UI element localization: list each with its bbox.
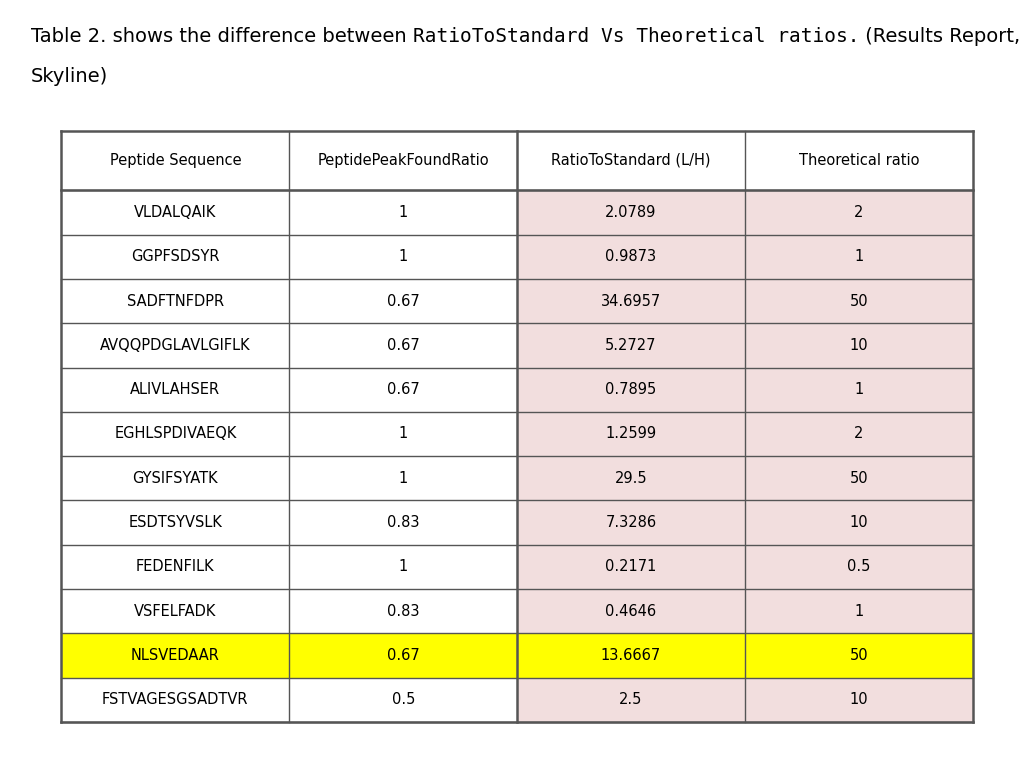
Text: Skyline): Skyline) — [31, 67, 108, 86]
Text: 29.5: 29.5 — [614, 471, 647, 486]
Text: 0.7895: 0.7895 — [605, 382, 656, 397]
Text: (Results Report, from: (Results Report, from — [859, 27, 1024, 46]
Text: VSFELFADK: VSFELFADK — [134, 604, 216, 619]
Text: 1.2599: 1.2599 — [605, 426, 656, 442]
Text: RatioToStandard (L/H): RatioToStandard (L/H) — [551, 153, 711, 168]
Text: 1: 1 — [854, 604, 863, 619]
Text: 0.5: 0.5 — [847, 559, 870, 574]
Text: GGPFSDSYR: GGPFSDSYR — [131, 250, 219, 264]
Text: 1: 1 — [398, 205, 408, 220]
Text: 2.0789: 2.0789 — [605, 205, 656, 220]
Text: 13.6667: 13.6667 — [601, 648, 662, 663]
Text: Table 2. shows the difference between: Table 2. shows the difference between — [31, 27, 413, 46]
Text: 10: 10 — [850, 692, 868, 707]
Text: 0.83: 0.83 — [387, 604, 420, 619]
Text: EGHLSPDIVAEQK: EGHLSPDIVAEQK — [114, 426, 237, 442]
Text: RatioToStandard Vs Theoretical ratios.: RatioToStandard Vs Theoretical ratios. — [413, 27, 859, 46]
Text: VLDALQAIK: VLDALQAIK — [134, 205, 216, 220]
Text: 0.67: 0.67 — [387, 648, 420, 663]
Text: Theoretical ratio: Theoretical ratio — [799, 153, 920, 168]
Text: 1: 1 — [854, 250, 863, 264]
Text: 0.2171: 0.2171 — [605, 559, 656, 574]
Text: 7.3286: 7.3286 — [605, 515, 656, 530]
Text: 2: 2 — [854, 426, 863, 442]
Text: 10: 10 — [850, 515, 868, 530]
Text: AVQQPDGLAVLGIFLK: AVQQPDGLAVLGIFLK — [100, 338, 251, 353]
Text: Peptide Sequence: Peptide Sequence — [110, 153, 242, 168]
Text: 10: 10 — [850, 338, 868, 353]
Text: FSTVAGESGSADTVR: FSTVAGESGSADTVR — [102, 692, 249, 707]
Text: 50: 50 — [850, 648, 868, 663]
Text: 2: 2 — [854, 205, 863, 220]
Text: PeptidePeakFoundRatio: PeptidePeakFoundRatio — [317, 153, 489, 168]
Text: FEDENFILK: FEDENFILK — [136, 559, 215, 574]
Text: 50: 50 — [850, 293, 868, 309]
Text: 2.5: 2.5 — [620, 692, 643, 707]
Text: 34.6957: 34.6957 — [601, 293, 662, 309]
Text: 0.83: 0.83 — [387, 515, 420, 530]
Text: ESDTSYVSLK: ESDTSYVSLK — [128, 515, 222, 530]
Text: 1: 1 — [398, 471, 408, 486]
Text: 0.4646: 0.4646 — [605, 604, 656, 619]
Text: 1: 1 — [398, 426, 408, 442]
Text: 0.67: 0.67 — [387, 382, 420, 397]
Text: 1: 1 — [398, 559, 408, 574]
Text: 50: 50 — [850, 471, 868, 486]
Text: 0.9873: 0.9873 — [605, 250, 656, 264]
Text: SADFTNFDPR: SADFTNFDPR — [127, 293, 224, 309]
Text: 0.67: 0.67 — [387, 293, 420, 309]
Text: 1: 1 — [398, 250, 408, 264]
Text: GYSIFSYATK: GYSIFSYATK — [132, 471, 218, 486]
Text: NLSVEDAAR: NLSVEDAAR — [131, 648, 220, 663]
Text: 1: 1 — [854, 382, 863, 397]
Text: 5.2727: 5.2727 — [605, 338, 656, 353]
Text: ALIVLAHSER: ALIVLAHSER — [130, 382, 220, 397]
Text: 0.5: 0.5 — [391, 692, 415, 707]
Text: 0.67: 0.67 — [387, 338, 420, 353]
